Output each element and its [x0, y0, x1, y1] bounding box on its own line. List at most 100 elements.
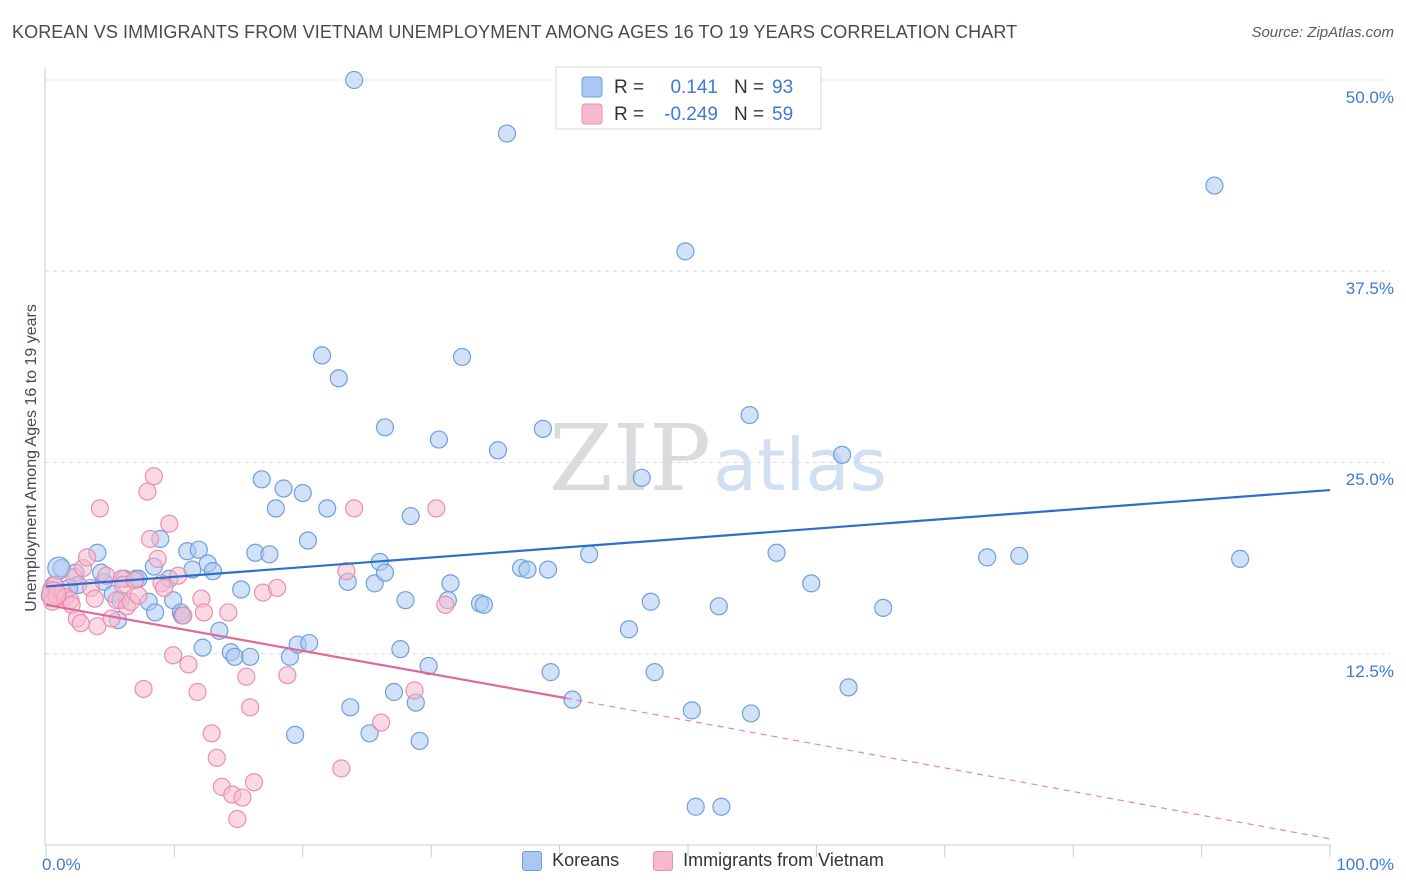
point-immigrants-from-vietnam	[144, 467, 163, 486]
point-koreans	[518, 560, 537, 579]
point-koreans	[874, 598, 893, 617]
point-immigrants-from-vietnam	[268, 578, 287, 598]
point-koreans	[341, 698, 360, 717]
point-immigrants-from-vietnam	[278, 666, 297, 685]
point-immigrants-from-vietnam	[202, 724, 221, 743]
point-immigrants-from-vietnam	[88, 617, 107, 636]
legend-n-value-vietnam: 59	[772, 104, 793, 125]
point-koreans	[318, 499, 337, 518]
point-koreans	[832, 445, 852, 464]
legend-r-label-vietnam: R =	[614, 104, 644, 125]
point-koreans	[345, 70, 364, 90]
bottom-legend-label-vietnam: Immigrants from Vietnam	[683, 850, 884, 870]
legend-swatch-vietnam	[581, 103, 603, 125]
point-koreans	[312, 346, 332, 365]
point-immigrants-from-vietnam	[155, 578, 174, 598]
point-koreans	[293, 484, 312, 503]
point-koreans	[740, 405, 759, 425]
point-immigrants-from-vietnam	[85, 589, 104, 608]
point-koreans	[563, 690, 582, 709]
chart-title: KOREAN VS IMMIGRANTS FROM VIETNAM UNEMPL…	[12, 22, 1018, 42]
point-koreans	[978, 548, 997, 567]
point-immigrants-from-vietnam	[244, 773, 264, 792]
point-immigrants-from-vietnam	[207, 748, 226, 767]
series-immigrants-from-vietnam	[41, 467, 455, 829]
point-koreans	[741, 704, 761, 723]
point-immigrants-from-vietnam	[77, 548, 97, 567]
legend-r-value-koreans: 0.141	[670, 77, 718, 98]
point-koreans	[401, 506, 420, 526]
point-immigrants-from-vietnam	[332, 759, 351, 778]
point-immigrants-from-vietnam	[164, 646, 183, 665]
point-immigrants-from-vietnam	[179, 655, 198, 674]
point-immigrants-from-vietnam	[188, 682, 207, 702]
point-koreans	[225, 647, 244, 666]
legend-r-label-koreans: R =	[614, 77, 644, 98]
y-tick-label-12-5: 12.5%	[1346, 662, 1394, 681]
point-koreans	[1231, 549, 1250, 568]
bottom-legend-vietnam[interactable]: Immigrants from Vietnam	[653, 850, 884, 871]
point-koreans	[146, 603, 165, 622]
point-koreans	[632, 468, 651, 487]
point-koreans	[329, 369, 348, 388]
point-koreans	[839, 678, 858, 697]
bottom-legend-koreans[interactable]: Koreans	[522, 850, 619, 871]
point-koreans	[266, 499, 285, 518]
watermark-atlas: atlas	[713, 423, 887, 507]
point-koreans	[802, 574, 821, 593]
point-koreans	[429, 430, 449, 449]
point-koreans	[410, 731, 429, 751]
point-koreans	[1205, 176, 1224, 195]
point-koreans	[260, 545, 279, 564]
trend-lines	[45, 488, 1331, 840]
point-koreans	[533, 419, 553, 438]
point-koreans	[682, 701, 701, 720]
point-immigrants-from-vietnam	[228, 809, 247, 829]
point-koreans	[619, 620, 639, 639]
point-immigrants-from-vietnam	[194, 603, 214, 622]
point-koreans	[189, 540, 208, 559]
trend-line-koreans	[45, 488, 1331, 588]
y-axis-label: Unemployment Among Ages 16 to 19 years	[23, 304, 40, 612]
point-koreans	[452, 347, 472, 367]
x-tick-label-min: 0.0%	[42, 855, 81, 874]
point-koreans	[203, 562, 223, 581]
point-immigrants-from-vietnam	[405, 681, 424, 700]
point-immigrants-from-vietnam	[372, 713, 391, 732]
point-koreans	[274, 479, 293, 498]
axes	[44, 68, 1331, 857]
point-koreans	[441, 574, 460, 593]
point-immigrants-from-vietnam	[90, 499, 110, 518]
legend-swatch-koreans	[581, 76, 603, 98]
point-koreans	[641, 592, 660, 611]
point-koreans	[474, 595, 493, 614]
point-immigrants-from-vietnam	[219, 603, 238, 622]
point-koreans	[391, 640, 410, 659]
point-koreans	[538, 560, 558, 579]
point-koreans	[686, 797, 705, 816]
watermark-zip: ZIP	[549, 405, 711, 512]
point-koreans	[712, 797, 731, 816]
bottom-legend: Koreans Immigrants from Vietnam	[0, 850, 1406, 871]
point-koreans	[193, 638, 212, 657]
point-immigrants-from-vietnam	[134, 679, 153, 699]
series-koreans	[40, 70, 1250, 816]
point-immigrants-from-vietnam	[140, 529, 160, 549]
point-koreans	[375, 418, 395, 437]
bottom-legend-swatch-vietnam	[653, 850, 674, 871]
point-immigrants-from-vietnam	[160, 514, 179, 533]
grid-lines	[45, 79, 1390, 655]
legend-r-value-vietnam: -0.249	[664, 104, 718, 125]
point-immigrants-from-vietnam	[345, 499, 364, 518]
point-koreans	[232, 580, 251, 599]
legend-n-label-vietnam: N =	[734, 104, 764, 125]
point-immigrants-from-vietnam	[436, 595, 455, 614]
point-koreans	[241, 647, 260, 666]
point-koreans	[396, 591, 415, 610]
point-immigrants-from-vietnam	[337, 562, 356, 581]
trend-line-vietnam-extension	[565, 697, 1331, 840]
point-immigrants-from-vietnam	[174, 606, 193, 625]
point-koreans	[541, 663, 560, 682]
chart-source: Source: ZipAtlas.com	[1251, 24, 1394, 41]
